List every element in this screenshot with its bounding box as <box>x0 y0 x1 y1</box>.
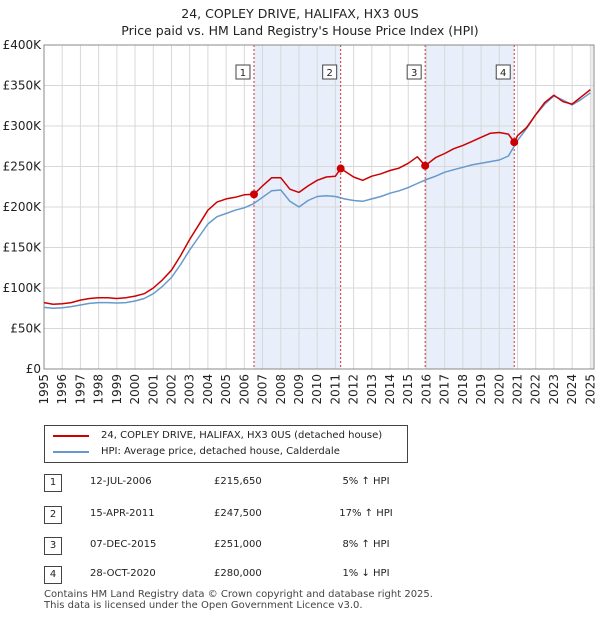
sale-marker <box>510 138 519 147</box>
property-price-line <box>43 89 591 305</box>
sale-label-number: 4 <box>500 68 506 79</box>
x-tick-label: 2016 <box>419 374 433 405</box>
x-tick-label: 2010 <box>310 374 324 405</box>
footer: Contains HM Land Registry data © Crown c… <box>44 589 433 611</box>
sale-hpi-diff: 1% ↓ HPI <box>342 568 390 579</box>
chart-subtitle: Price paid vs. HM Land Registry's House … <box>121 23 479 38</box>
y-tick-label: £100K <box>3 281 43 295</box>
x-tick-label: 2008 <box>274 374 288 405</box>
sale-vertical-lines <box>253 45 515 369</box>
x-tick-label: 1998 <box>92 374 106 405</box>
sale-marker <box>421 161 430 170</box>
footer-licence: This data is licensed under the Open Gov… <box>44 600 363 611</box>
sale-marker <box>336 164 345 173</box>
sale-hpi-diff: 5% ↑ HPI <box>342 476 390 487</box>
x-tick-label: 1995 <box>37 374 51 405</box>
y-tick-label: £350K <box>3 79 43 93</box>
sale-date: 28-OCT-2020 <box>90 568 156 579</box>
y-tick-label: £50K <box>10 322 42 336</box>
y-tick-label: £400K <box>3 38 43 52</box>
x-axis-ticks: 1995 1996 1997 1998 1999 2000 2001 2002 2003 2004… <box>37 374 597 405</box>
legend-label-property: 24, COPLEY DRIVE, HALIFAX, HX3 0US (deta… <box>101 430 383 441</box>
sale-date: 15-APR-2011 <box>90 508 155 519</box>
chart-title: 24, COPLEY DRIVE, HALIFAX, HX3 0US <box>181 6 419 21</box>
sale-label-box <box>495 64 511 80</box>
x-tick-label: 2002 <box>164 374 178 405</box>
sale-label-number: 2 <box>326 68 332 79</box>
sale-price: £247,500 <box>214 508 262 519</box>
x-tick-label: 2023 <box>547 374 561 405</box>
x-tick-label: 2025 <box>583 374 597 405</box>
sale-label-box <box>322 64 338 80</box>
sale-price: £215,650 <box>214 476 262 487</box>
sale-number-labels: 1 2 3 4 <box>235 64 511 80</box>
x-tick-label: 2006 <box>237 374 251 405</box>
sale-number-box: 3 <box>44 537 62 555</box>
x-tick-label: 1997 <box>73 374 87 405</box>
x-tick-label: 1996 <box>55 374 69 405</box>
sale-marker <box>249 190 258 199</box>
sale-hpi-diff: 8% ↑ HPI <box>342 539 390 550</box>
x-tick-label: 2013 <box>365 374 379 405</box>
sale-label-box <box>406 64 422 80</box>
y-tick-label: £150K <box>3 241 43 255</box>
sale-markers <box>249 138 519 199</box>
x-tick-label: 2014 <box>383 374 397 405</box>
x-tick-label: 2005 <box>219 374 233 405</box>
sale-price: £280,000 <box>214 568 262 579</box>
x-tick-label: 2000 <box>128 374 142 405</box>
legend: 24, COPLEY DRIVE, HALIFAX, HX3 0US (deta… <box>44 425 408 463</box>
sale-label-number: 1 <box>240 68 246 79</box>
series-lines <box>43 89 591 310</box>
x-tick-label: 2004 <box>201 374 215 405</box>
sale-date: 07-DEC-2015 <box>90 539 157 550</box>
legend-label-hpi: HPI: Average price, detached house, Cald… <box>101 446 340 457</box>
sale-price: £251,000 <box>214 539 262 550</box>
sale-hpi-diff: 17% ↑ HPI <box>339 508 393 519</box>
y-tick-label: £200K <box>3 200 43 214</box>
x-tick-label: 2012 <box>347 374 361 405</box>
legend-swatch-hpi <box>53 451 89 453</box>
x-tick-label: 2017 <box>438 374 452 405</box>
sale-date: 12-JUL-2006 <box>90 476 152 487</box>
x-tick-label: 2024 <box>565 374 579 405</box>
x-tick-label: 2015 <box>401 374 415 405</box>
sale-label-number: 3 <box>411 68 417 79</box>
y-tick-label: £300K <box>3 119 43 133</box>
y-tick-label: £0 <box>26 362 41 376</box>
x-tick-label: 2007 <box>256 374 270 405</box>
x-tick-label: 2019 <box>474 374 488 405</box>
plot-frame <box>43 44 595 370</box>
x-tick-label: 2011 <box>328 374 342 405</box>
x-tick-label: 2001 <box>146 374 160 405</box>
x-tick-label: 2003 <box>183 374 197 405</box>
footer-copyright: Contains HM Land Registry data © Crown c… <box>44 589 433 600</box>
x-tick-label: 2021 <box>511 374 525 405</box>
sale-number-box: 4 <box>44 566 62 584</box>
x-tick-label: 1999 <box>110 374 124 405</box>
sale-number-box: 2 <box>44 506 62 524</box>
legend-swatch-property <box>53 435 89 437</box>
y-axis-ticks: £0 £50K £100K £150K £200K £250K £300K £350K £400… <box>3 38 43 376</box>
x-tick-label: 2022 <box>529 374 543 405</box>
sale-number-box: 1 <box>44 474 62 492</box>
hpi-line <box>43 92 591 310</box>
x-tick-label: 2018 <box>456 374 470 405</box>
price-chart: 1 2 3 4 £0 £50K £100K £150K £200K £250K £300K £350… <box>3 38 598 405</box>
x-tick-label: 2009 <box>292 374 306 405</box>
y-tick-label: £250K <box>3 160 43 174</box>
x-tick-label: 2020 <box>492 374 506 405</box>
sale-label-box <box>235 64 251 80</box>
